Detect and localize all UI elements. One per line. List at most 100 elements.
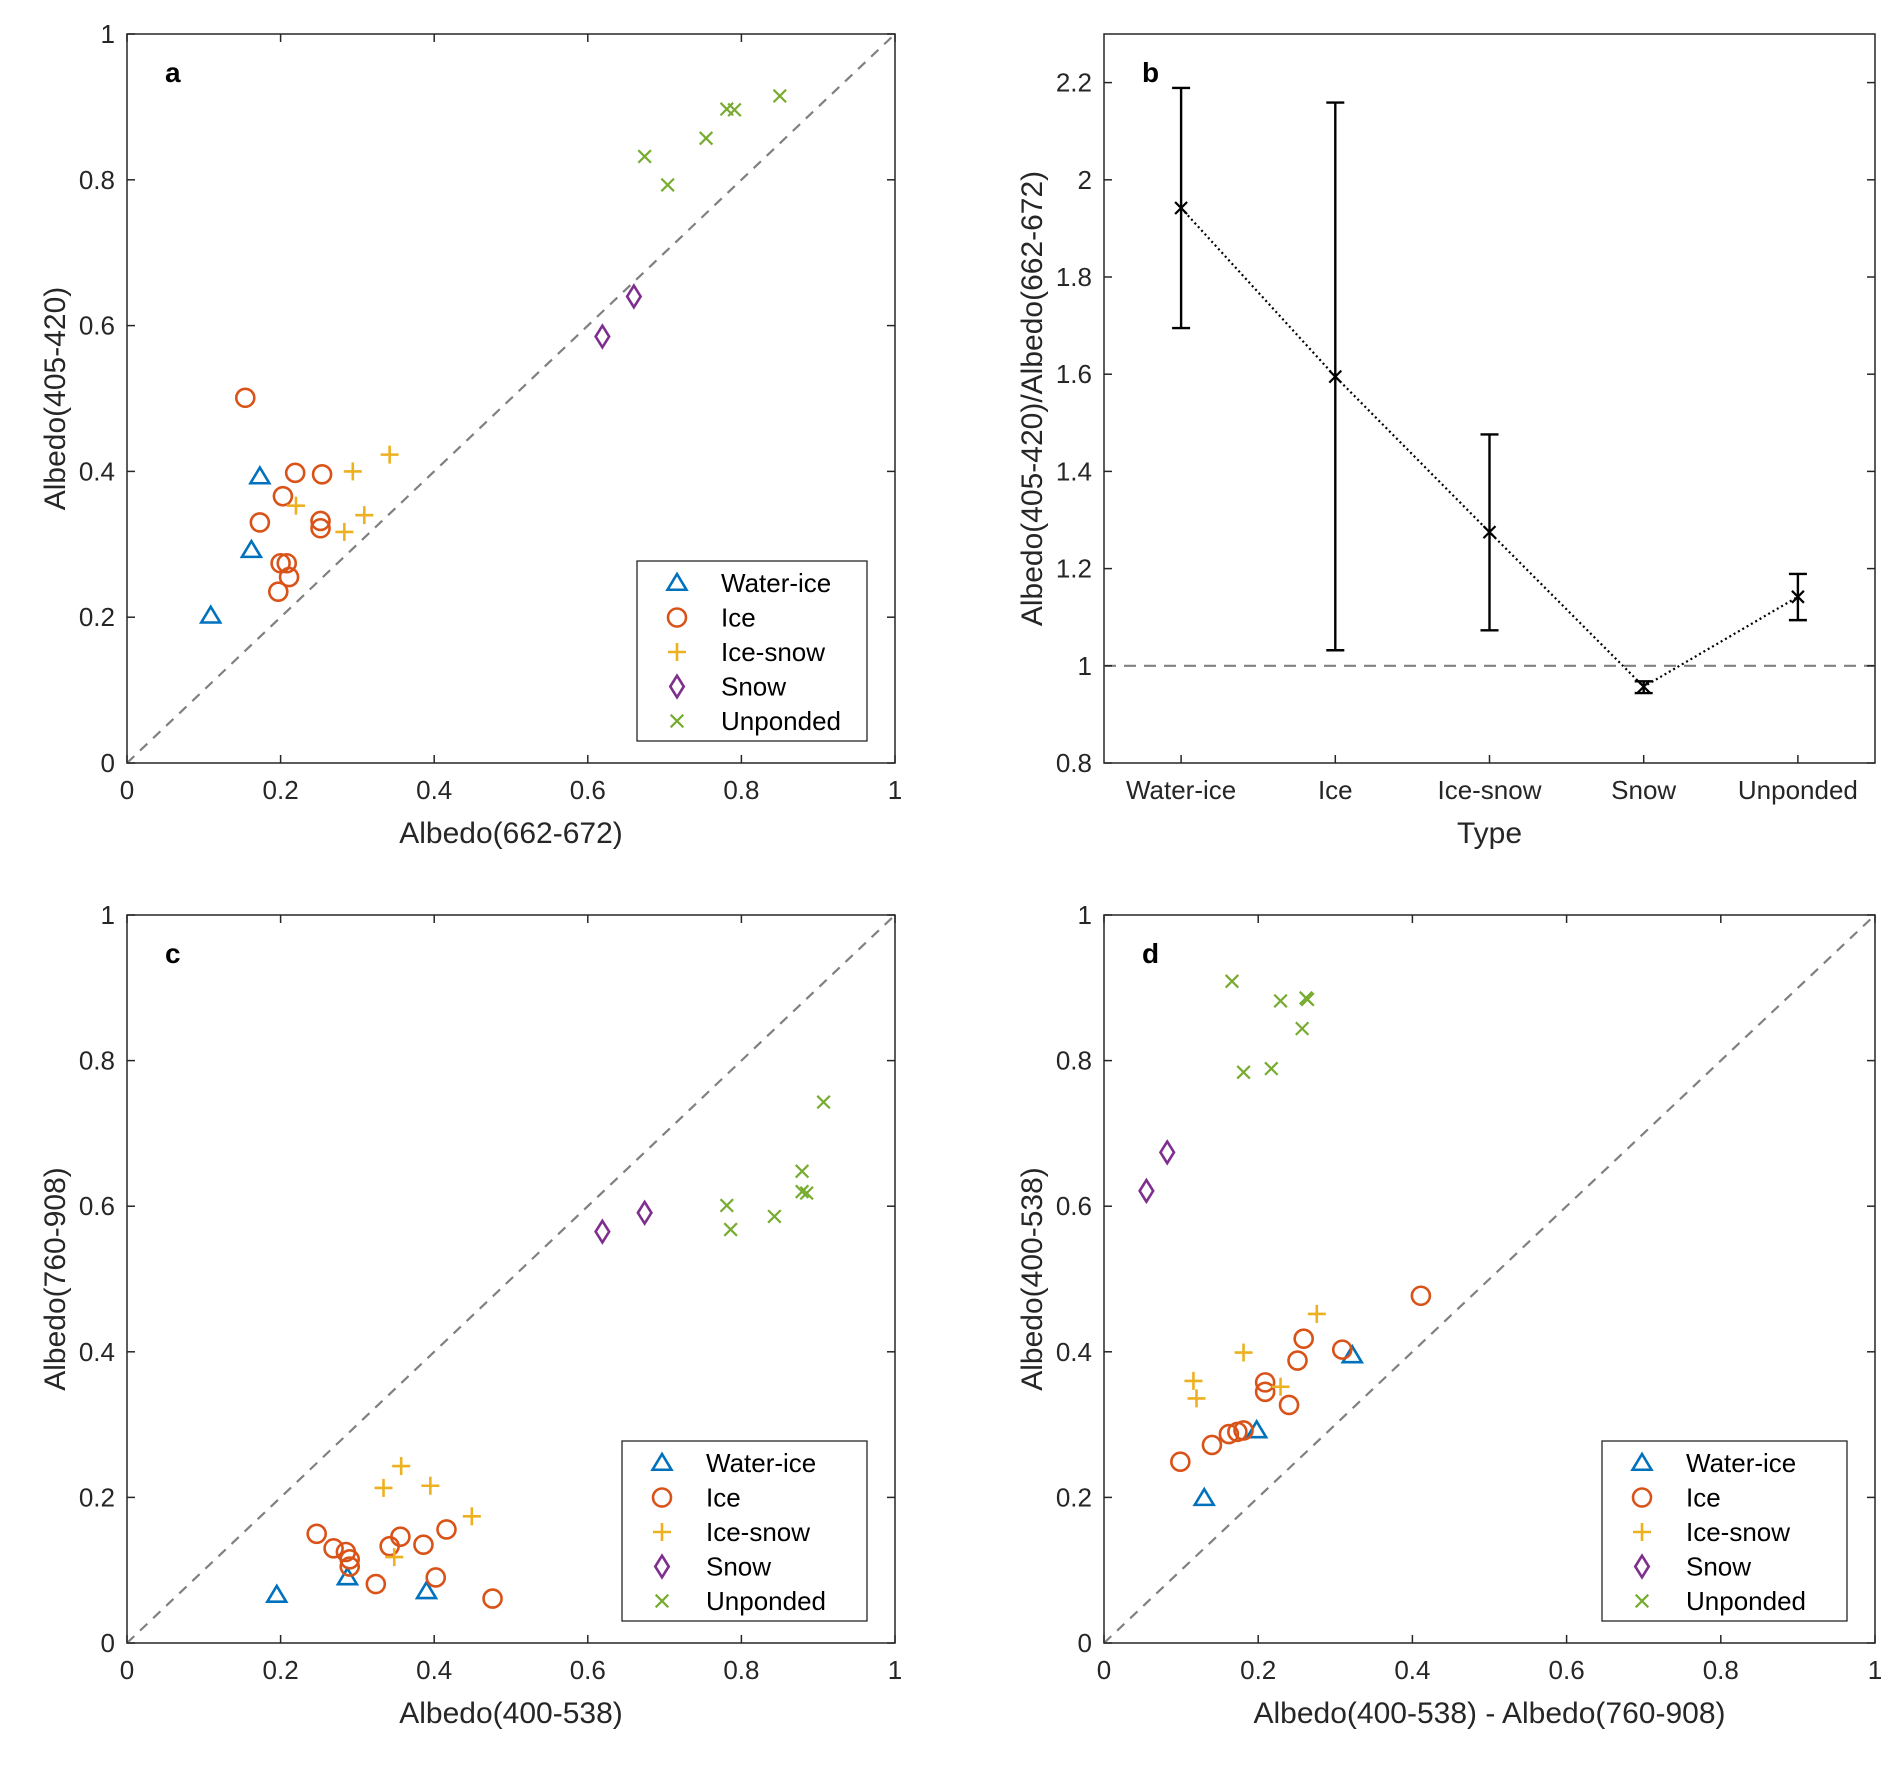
data-point [249,512,271,533]
data-point [1234,1343,1253,1362]
data-point [392,1457,411,1476]
panel-b: 0.8 1 1.2 1.4 1.6 1.8 2 2.2 Water-ice Ice Ice-snow… [1016,33,1876,850]
legend-label: Snow [706,1552,771,1582]
x-tick-label: 1 [1868,1655,1882,1685]
x-tick-label: 0.4 [1394,1655,1430,1685]
x-tick-label: 0.6 [1549,1655,1585,1685]
data-point [1273,993,1288,1008]
x-b [772,88,787,104]
x-b [1224,974,1240,989]
data-point [1271,1377,1290,1396]
legend-label: Water-ice [706,1448,816,1478]
x-b [1634,1593,1650,1609]
data-point [1233,1420,1254,1441]
legend: Water-ice Ice Ice-snow Snow Unponded [621,1440,868,1622]
data-point [286,496,305,515]
data-point [343,462,362,481]
data-point [794,1164,810,1179]
legend-marker-triangle [665,571,689,592]
y-tick-label: 0.8 [79,1046,115,1076]
data-point [310,517,331,539]
y-tick-label: 0 [101,748,115,778]
x-b [794,1184,810,1199]
x-tick-label: 0.6 [570,1655,606,1685]
x-tick-label: 0 [120,775,134,805]
x-axis-label: Albedo(400-538) - Albedo(760-908) [1254,1697,1726,1730]
data-point [727,102,742,117]
y-tick-label: 1.4 [1056,456,1092,486]
legend-marker-diamond [668,673,686,700]
data-point [625,283,643,310]
x-tick-label: 0.6 [570,775,606,805]
data-point [767,1209,782,1224]
x-tick-label: 0.2 [1240,1655,1276,1685]
x-b [727,102,742,117]
x-tick-label: 0.2 [263,775,299,805]
y-tick-label: 0.8 [79,165,115,195]
data-point [1224,974,1240,989]
data-point [1218,1423,1240,1445]
y-axis-label: Albedo(760-908) [39,1167,72,1391]
x-tick-label: Ice [1318,775,1353,805]
data-point [385,1548,404,1567]
data-point [1293,1328,1314,1349]
one-to-one-line [126,33,896,764]
mean-marker [1174,201,1188,215]
error-bar [1480,433,1499,632]
data-point [335,522,354,541]
x-tick-label: 0.8 [723,1655,759,1685]
x-tick-label: 0.8 [723,775,759,805]
legend-marker-x [669,713,685,729]
mean-marker [1791,590,1805,604]
x-tick-label: 0 [1097,1655,1111,1685]
y-axis-label: Albedo(405-420) [39,287,72,511]
data-point [284,462,306,484]
series-snow [1138,1139,1176,1205]
data-point [1287,1350,1308,1371]
legend-label: Unponded [706,1586,826,1616]
y-tick-label: 0.4 [79,1337,115,1367]
y-tick-label: 1 [101,19,115,49]
legend-label: Unponded [1686,1586,1806,1616]
legend-label: Snow [1686,1552,1751,1582]
data-point [719,1198,734,1213]
x-b [816,1095,831,1110]
legend-label: Ice-snow [706,1517,810,1547]
data-point [1278,1394,1300,1416]
y-tick-label: 0.4 [79,456,115,486]
x-tick-label: Ice-snow [1437,775,1541,805]
legend-label: Water-ice [721,568,831,598]
data-point [816,1095,831,1110]
data-point [1410,1285,1432,1307]
data-point [1138,1177,1155,1205]
x-b [1264,1061,1279,1076]
x-b [723,1222,738,1237]
legend-marker-diamond [1633,1553,1651,1580]
x-b [654,1593,670,1609]
data-point [636,1199,653,1227]
x-b [1273,993,1288,1008]
data-point [1264,1061,1279,1076]
y-tick-label: 0 [101,1628,115,1658]
legend-marker-circle [1631,1487,1653,1508]
panel-label: b [1142,57,1159,88]
y-tick-label: 0.8 [1056,1046,1092,1076]
mean-marker [1328,369,1343,384]
y-axis-label: Albedo(400-538) [1016,1167,1049,1391]
series-unponded [637,88,787,192]
data-point [1201,1434,1223,1456]
y-tick-label: 1.2 [1056,554,1092,584]
mean-marker [1482,525,1497,539]
data-point [272,485,294,507]
data-point [234,387,256,409]
data-point [239,538,264,559]
data-point [425,1567,447,1588]
data-point [594,1218,611,1245]
data-point [323,1538,344,1559]
data-point [265,1583,289,1604]
series-ice-snow [286,445,399,541]
x-b [1328,369,1343,384]
data-point [1170,1451,1191,1473]
y-tick-label: 1 [101,900,115,930]
data-point [355,506,374,525]
